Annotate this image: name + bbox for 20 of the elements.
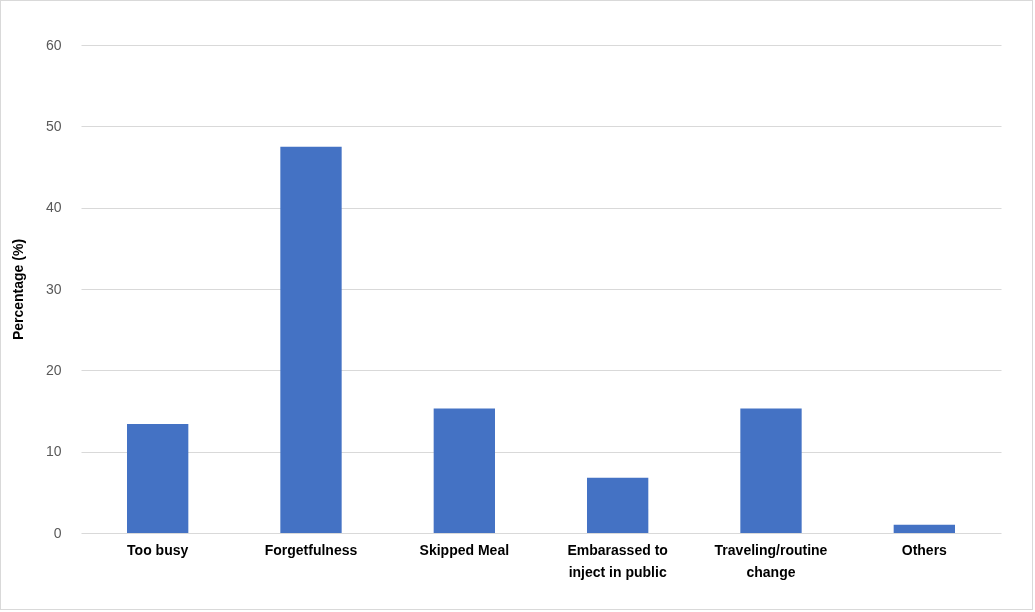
bar xyxy=(280,146,342,533)
bar xyxy=(740,408,802,533)
x-tick-label: Forgetfulness xyxy=(264,541,358,558)
y-tick-label: 20 xyxy=(45,361,62,378)
y-axis-title: Percentage (%) xyxy=(9,238,26,341)
y-tick-label: 0 xyxy=(53,524,62,541)
y-tick-label: 50 xyxy=(45,117,62,134)
bar xyxy=(893,524,955,533)
y-tick-label: 30 xyxy=(45,280,62,297)
x-tick-label: Skipped Meal xyxy=(419,541,510,558)
y-tick-label: 10 xyxy=(45,443,62,460)
bar xyxy=(127,424,189,533)
x-tick-label: Embarassed to inject in public xyxy=(567,541,668,580)
bar xyxy=(433,408,495,533)
x-tick-label: Too busy xyxy=(127,541,189,558)
y-tick-label: 60 xyxy=(45,36,62,53)
x-tick-label: Traveling/routine change xyxy=(714,541,828,580)
y-tick-label: 40 xyxy=(45,199,62,216)
x-tick-label: Others xyxy=(901,541,948,558)
bar xyxy=(587,477,649,533)
